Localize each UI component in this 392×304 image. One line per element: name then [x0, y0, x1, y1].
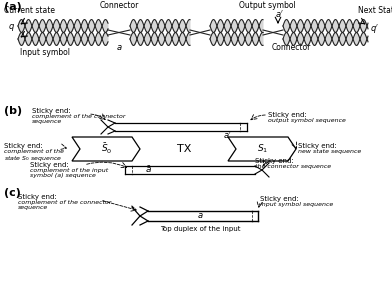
- Text: output symbol sequence: output symbol sequence: [268, 118, 346, 123]
- Text: Sticky end:: Sticky end:: [268, 112, 307, 118]
- Text: $q$: $q$: [8, 22, 15, 33]
- Text: (a): (a): [4, 2, 22, 12]
- Text: Connector: Connector: [272, 43, 311, 52]
- Text: $\bar{S}_0$: $\bar{S}_0$: [101, 142, 113, 156]
- Text: complement of the: complement of the: [4, 149, 64, 154]
- Text: $a$: $a$: [116, 43, 122, 52]
- Text: Connector: Connector: [99, 1, 139, 10]
- Text: complement of the connector: complement of the connector: [32, 114, 125, 119]
- Polygon shape: [228, 137, 296, 161]
- Text: Next State: Next State: [358, 6, 392, 15]
- Text: Sticky end:: Sticky end:: [32, 108, 71, 114]
- Text: (c): (c): [4, 188, 21, 198]
- Text: Output symbol: Output symbol: [239, 1, 296, 10]
- Text: Sticky end:: Sticky end:: [255, 158, 294, 164]
- Text: input symbol sequence: input symbol sequence: [260, 202, 333, 207]
- Text: new state sequence: new state sequence: [298, 149, 361, 154]
- Text: Sticky end:: Sticky end:: [298, 143, 337, 149]
- Text: Input symbol: Input symbol: [20, 48, 70, 57]
- Text: Current state: Current state: [4, 6, 55, 15]
- Text: sequence: sequence: [18, 205, 48, 210]
- Text: $a'$: $a'$: [223, 129, 232, 140]
- Text: Sticky end:: Sticky end:: [18, 194, 57, 200]
- Text: $a$: $a$: [197, 212, 203, 220]
- Text: $a'$: $a'$: [276, 8, 285, 19]
- Text: complement of the connector: complement of the connector: [18, 200, 111, 205]
- Text: Sticky end:: Sticky end:: [4, 143, 43, 149]
- Text: Sticky end:: Sticky end:: [30, 162, 69, 168]
- Text: symbol (a) sequence: symbol (a) sequence: [30, 173, 96, 178]
- Text: $q'$: $q'$: [370, 22, 379, 35]
- Text: TX: TX: [177, 144, 191, 154]
- Text: complement of the input: complement of the input: [30, 168, 108, 173]
- Text: the connector sequence: the connector sequence: [255, 164, 331, 169]
- Text: Sticky end:: Sticky end:: [260, 196, 299, 202]
- Text: $\bar{a}$: $\bar{a}$: [145, 164, 152, 175]
- Text: $S_1$: $S_1$: [258, 143, 269, 155]
- Text: sequence: sequence: [32, 119, 62, 124]
- Text: (b): (b): [4, 106, 22, 116]
- Text: state $S_0$ sequence: state $S_0$ sequence: [4, 154, 63, 163]
- Text: Top duplex of the input: Top duplex of the input: [160, 226, 240, 232]
- Polygon shape: [72, 137, 140, 161]
